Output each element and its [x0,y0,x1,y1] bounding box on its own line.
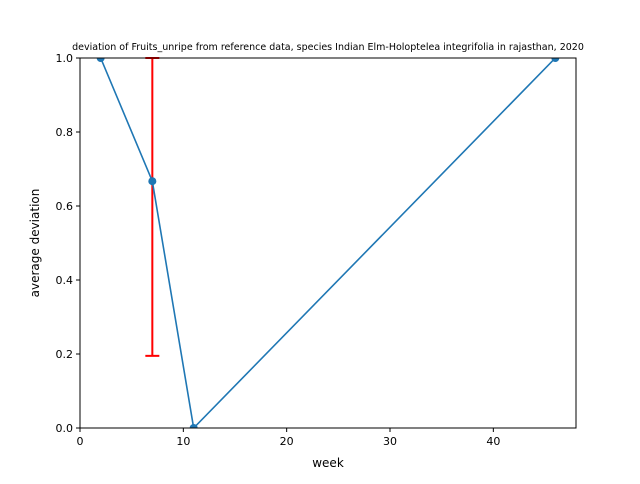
y-tick-label: 0.8 [56,126,74,139]
y-tick-label: 0.6 [56,200,74,213]
series-group [96,58,560,428]
x-tick-label: 20 [280,435,294,448]
data-point [551,58,560,62]
chart-title: deviation of Fruits_unripe from referenc… [72,42,584,53]
x-tick-label: 40 [486,435,500,448]
y-tick-label: 0.2 [56,348,74,361]
series-layer [96,58,560,428]
data-point [189,424,198,428]
x-axis-label: week [312,456,344,470]
axes: 0 10 20 30 40 0.0 0.2 0.4 0.6 0.8 1.0 [56,52,577,448]
x-tick-label: 10 [176,435,190,448]
x-tick-label: 0 [77,435,84,448]
y-tick-label: 0.4 [56,274,74,287]
series-line [99,58,556,428]
axes-frame [79,57,577,429]
x-tick-label: 30 [383,435,397,448]
y-tick-label: 0.0 [56,422,74,435]
y-tick-label: 1.0 [56,52,74,65]
data-point [96,58,105,62]
y-axis-label: average deviation [28,189,42,298]
data-point [148,177,157,186]
